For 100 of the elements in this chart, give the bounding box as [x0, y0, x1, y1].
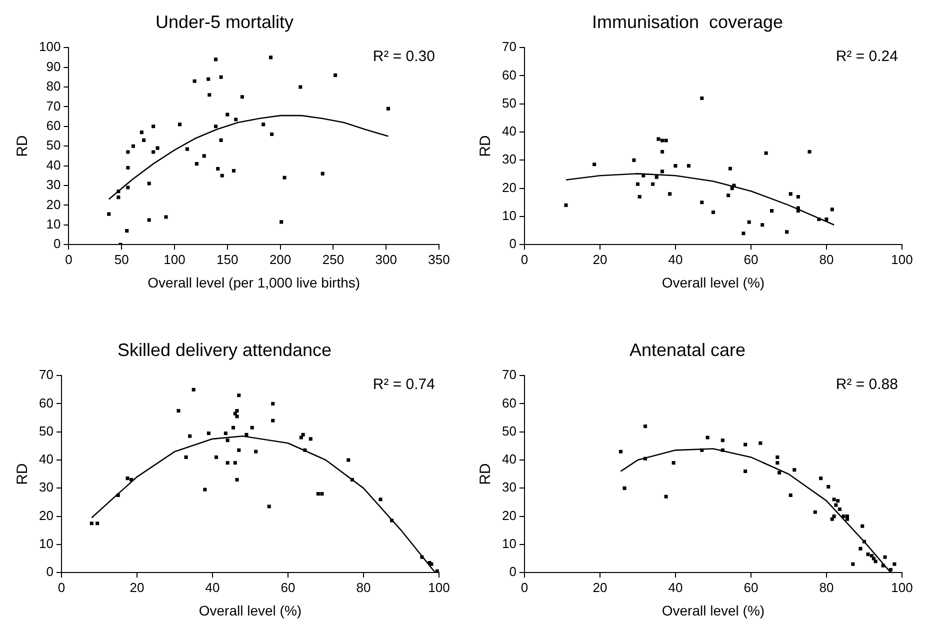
annotation: R² = 0.30	[372, 48, 435, 66]
point	[116, 493, 120, 497]
x-tick-label: 20	[592, 580, 608, 595]
point	[303, 448, 307, 452]
point	[90, 522, 94, 526]
y-tick-label: 50	[502, 95, 516, 110]
y-axis-title: RD	[14, 135, 32, 157]
chart-title: Antenatal care	[629, 340, 746, 360]
point	[664, 494, 668, 498]
point	[270, 132, 274, 136]
x-tick-label: 40	[668, 580, 683, 595]
point	[214, 58, 218, 62]
x-tick-label: 50	[114, 252, 129, 267]
point	[883, 555, 887, 559]
point	[346, 458, 350, 462]
point	[224, 432, 228, 436]
point	[862, 540, 866, 544]
point	[747, 220, 751, 224]
point	[826, 484, 830, 489]
point	[226, 112, 230, 116]
point	[860, 524, 864, 528]
y-tick-label: 20	[502, 508, 516, 523]
point	[842, 514, 846, 518]
point	[231, 426, 236, 430]
point	[808, 150, 812, 154]
point	[674, 164, 678, 168]
point	[834, 503, 838, 507]
x-tick-label: 200	[269, 252, 292, 267]
y-tick-label: 70	[502, 367, 516, 382]
point	[156, 146, 160, 150]
point	[892, 562, 896, 566]
point	[758, 441, 762, 445]
y-tick-label: 10	[38, 536, 54, 552]
y-tick-label: 0	[509, 236, 516, 252]
point	[817, 218, 821, 222]
point	[378, 498, 382, 502]
point	[668, 192, 672, 196]
point	[126, 186, 130, 190]
point	[824, 218, 828, 222]
x-tick-label: 40	[668, 252, 683, 267]
point	[250, 426, 254, 430]
point	[732, 184, 736, 188]
y-tick-label: 60	[502, 395, 516, 410]
y-tick-label: 60	[502, 67, 516, 82]
point	[832, 498, 836, 502]
y-tick-label: 50	[502, 423, 516, 438]
y-tick-label: 80	[46, 78, 61, 94]
y-tick-label: 30	[502, 152, 516, 167]
point	[830, 208, 834, 212]
point	[184, 455, 188, 459]
y-axis-title: RD	[14, 463, 32, 485]
x-tick-label: 40	[205, 580, 220, 595]
y-tick-label: 20	[46, 196, 61, 212]
point	[320, 492, 324, 496]
point	[632, 158, 636, 162]
annotation: R² = 0.24	[836, 48, 898, 66]
point	[792, 468, 796, 472]
x-tick-label: 0	[520, 252, 528, 267]
point	[764, 151, 768, 155]
point	[298, 85, 302, 89]
x-tick-label: 20	[130, 580, 144, 595]
point	[390, 518, 394, 522]
point	[744, 470, 748, 474]
x-tick-label: 60	[280, 580, 296, 595]
y-tick-label: 70	[502, 39, 516, 54]
point	[130, 478, 134, 482]
point	[888, 568, 892, 572]
x-tick-label: 300	[375, 252, 397, 267]
point	[125, 229, 129, 233]
point	[164, 215, 168, 219]
point	[140, 130, 144, 134]
y-tick-label: 20	[502, 180, 516, 195]
point	[858, 546, 862, 550]
point	[126, 476, 130, 480]
point	[142, 138, 146, 142]
point	[107, 212, 111, 216]
y-tick-label: 70	[46, 98, 61, 114]
point	[214, 124, 218, 128]
point	[219, 75, 223, 79]
point	[237, 394, 241, 398]
point	[644, 424, 648, 428]
x-tick-label: 100	[891, 580, 913, 595]
y-tick-label: 30	[46, 177, 61, 192]
point	[320, 172, 324, 176]
y-tick-label: 20	[38, 508, 54, 523]
y-tick-label: 10	[502, 536, 516, 552]
point	[386, 106, 390, 110]
point	[851, 562, 855, 566]
y-tick-label: 50	[46, 138, 61, 153]
y-tick-label: 40	[46, 157, 61, 172]
point	[233, 461, 237, 465]
point	[116, 190, 120, 194]
y-tick-label: 10	[46, 216, 61, 232]
point	[622, 486, 626, 490]
x-tick-label: 80	[356, 580, 371, 595]
point	[785, 230, 789, 234]
point	[220, 174, 224, 178]
point	[237, 448, 241, 452]
point	[592, 162, 596, 166]
point	[776, 461, 780, 465]
